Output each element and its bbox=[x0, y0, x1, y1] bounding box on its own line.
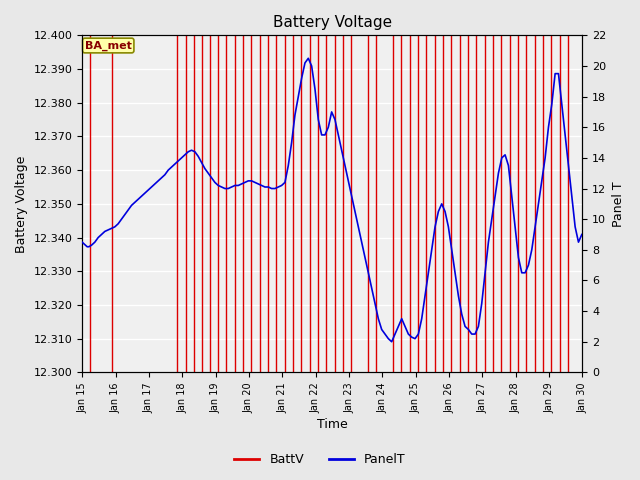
Y-axis label: Panel T: Panel T bbox=[612, 181, 625, 227]
Text: BA_met: BA_met bbox=[85, 40, 132, 51]
Title: Battery Voltage: Battery Voltage bbox=[273, 15, 392, 30]
Y-axis label: Battery Voltage: Battery Voltage bbox=[15, 155, 28, 252]
Legend: BattV, PanelT: BattV, PanelT bbox=[229, 448, 411, 471]
X-axis label: Time: Time bbox=[317, 419, 348, 432]
